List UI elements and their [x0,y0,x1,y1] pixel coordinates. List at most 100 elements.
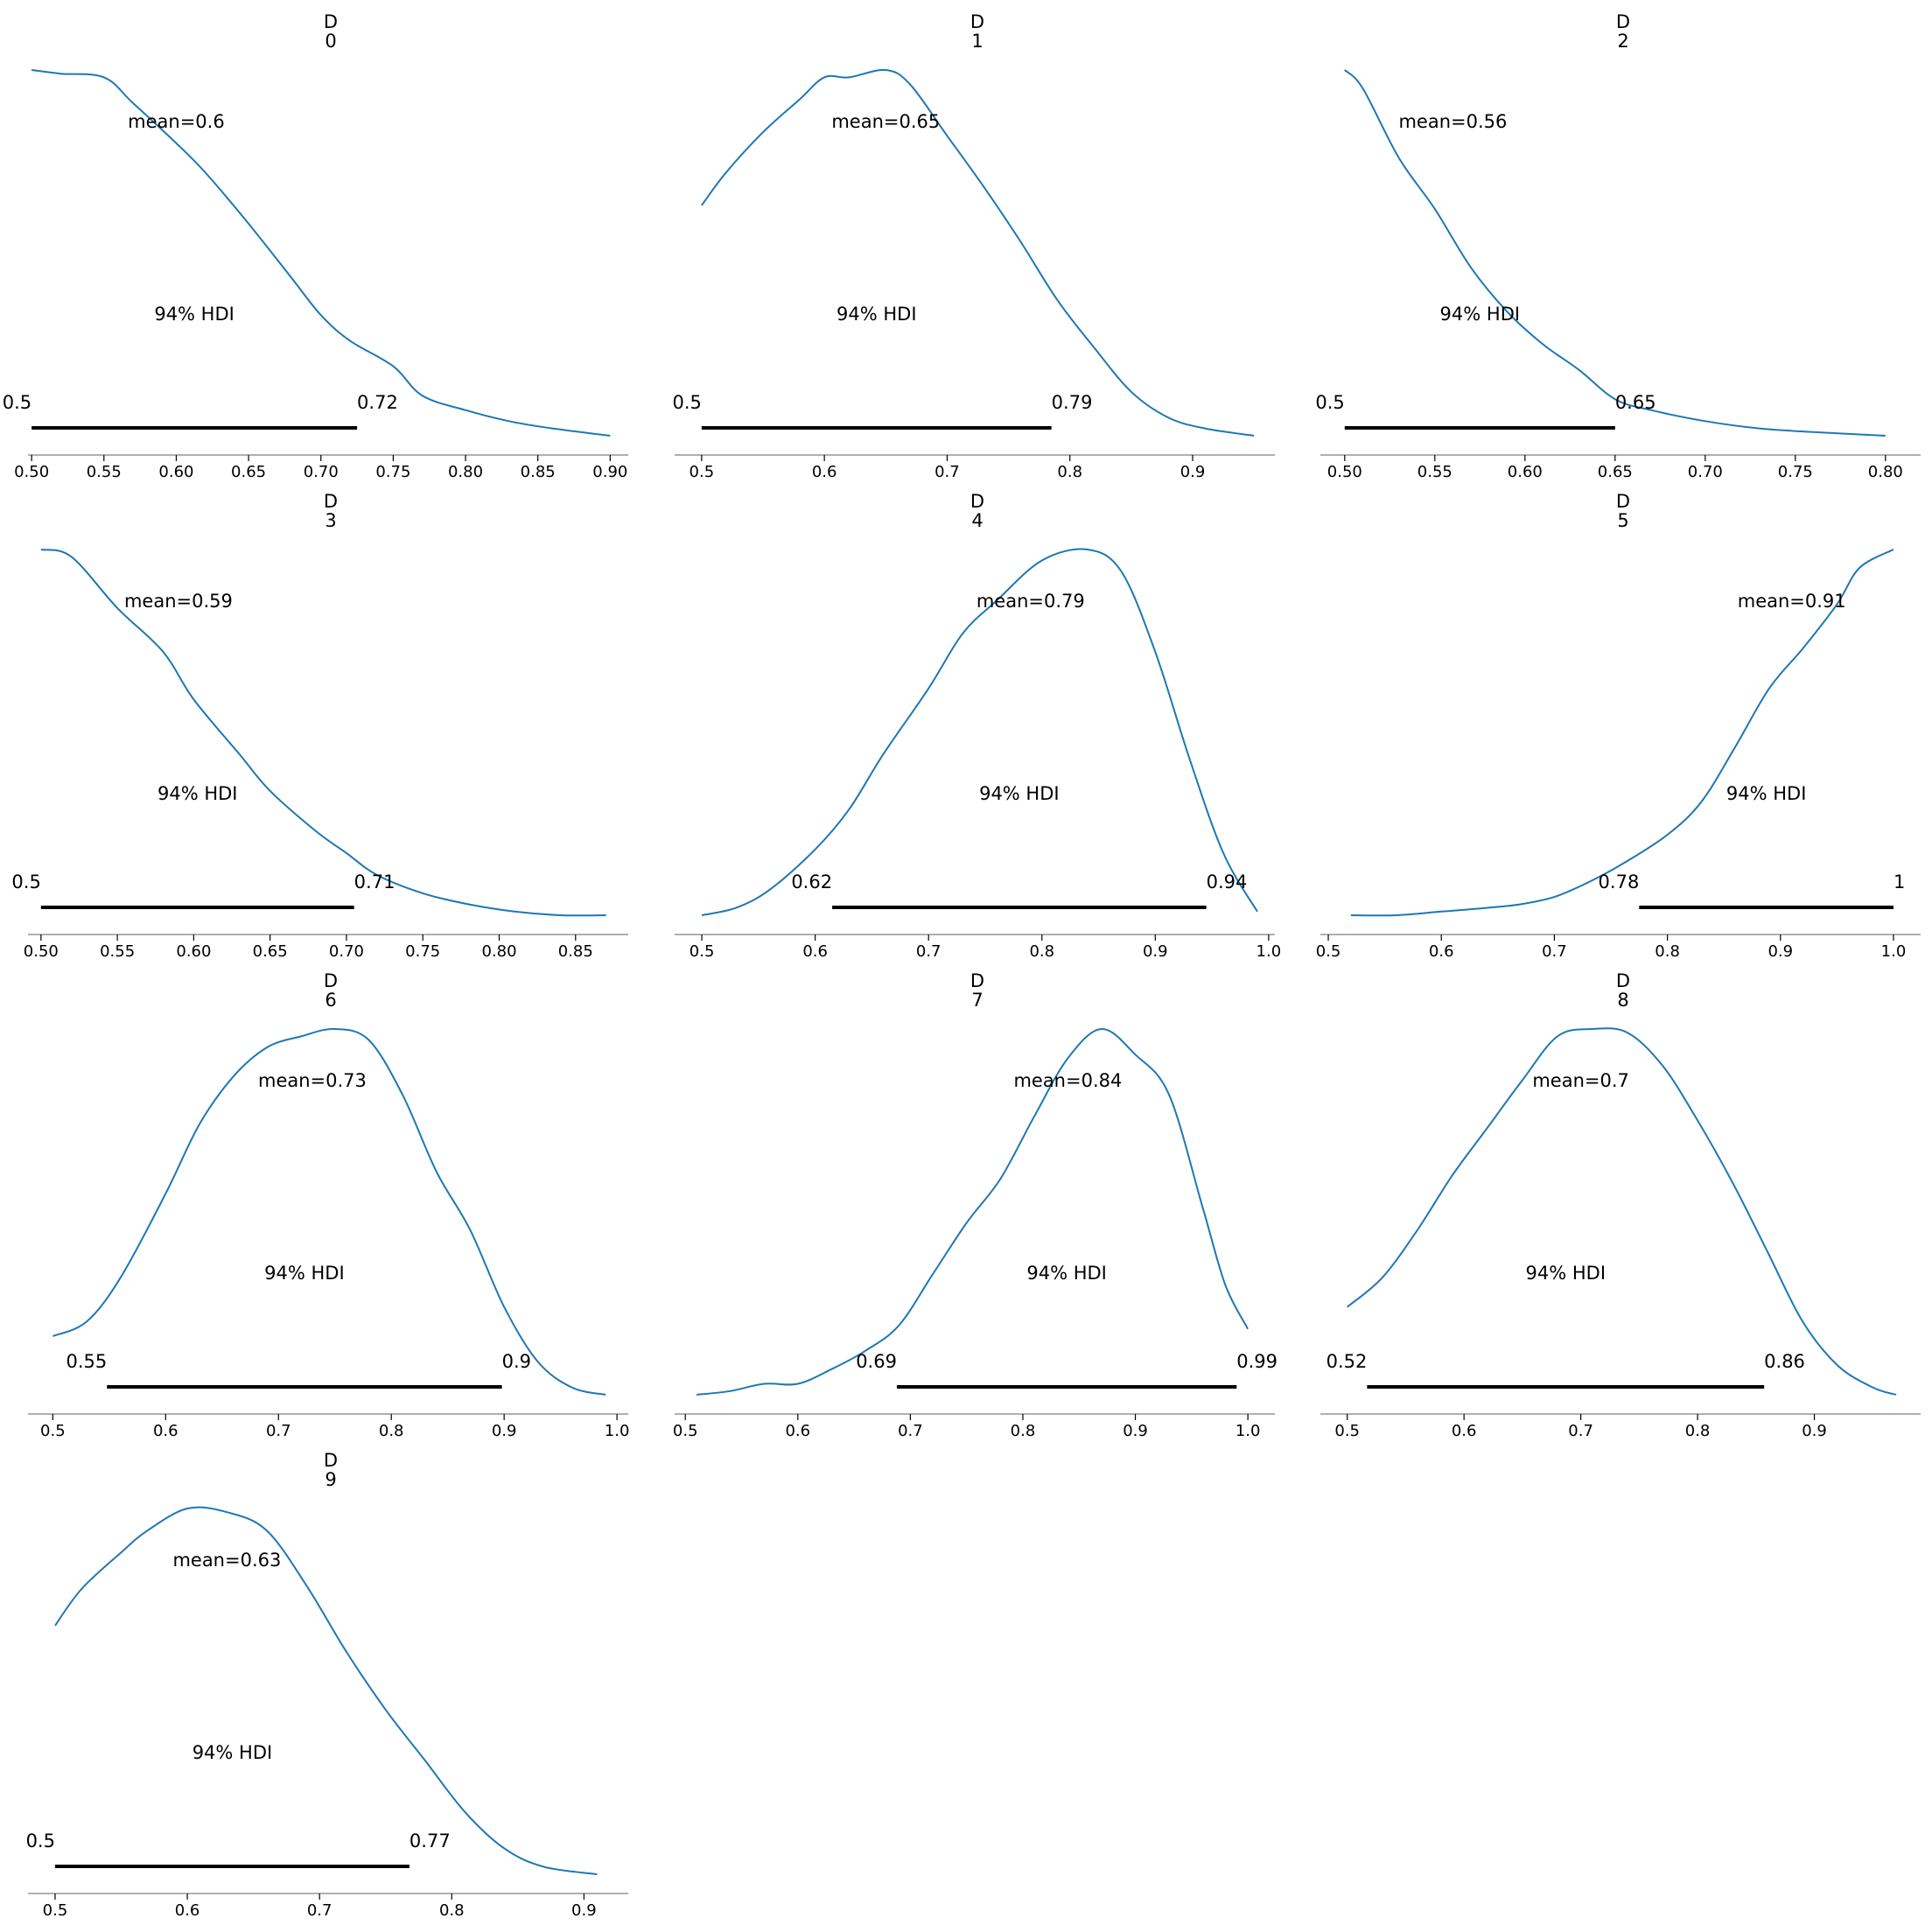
subplot-6: D6 mean=0.73 94% HDI 0.55 0.9 0.5 0.6 0.7 0.8 0.9… [28,970,629,1440]
x-tick-label: 0.9 [1123,1422,1148,1440]
subplot-title-line2: 1 [971,31,983,52]
hdi-high-label: 0.77 [410,1830,451,1852]
subplot-title-line1: D [324,1450,338,1471]
subplot-5: D5 mean=0.91 94% HDI 0.78 1 0.5 0.6 0.7 0.8 0.9 1.… [1316,491,1921,961]
x-tick-label: 0.60 [176,942,211,961]
hdi-label: 94% HDI [192,1742,273,1763]
x-tick-label: 0.9 [492,1422,517,1440]
subplot-9: D9 mean=0.63 94% HDI 0.5 0.77 0.5 0.6 0.7 0.8 0.9 [26,1450,628,1920]
hdi-low-label: 0.5 [3,392,32,413]
x-tick-label: 0.9 [571,1901,597,1920]
subplot-7: D7 mean=0.84 94% HDI 0.69 0.99 0.5 0.6 0.7 0.8 0.… [673,970,1278,1440]
x-tick-label: 0.8 [1029,942,1054,961]
mean-label: mean=0.56 [1398,111,1507,132]
x-tick-label: 0.85 [521,463,556,481]
x-tick-label: 0.80 [1868,463,1903,481]
hdi-low-label: 0.5 [26,1830,55,1852]
x-tick-label: 0.9 [1802,1422,1827,1440]
mean-label: mean=0.84 [1013,1070,1122,1091]
density-curve [52,1027,606,1396]
hdi-label: 94% HDI [1526,1263,1606,1284]
subplot-title-line1: D [970,11,984,32]
density-curve [1347,1027,1897,1396]
subplot-title-line2: 4 [971,510,983,531]
x-tick-label: 0.50 [1327,463,1362,481]
hdi-low-label: 0.5 [11,872,40,892]
x-tick-label: 0.7 [916,942,942,961]
x-tick-label: 0.9 [1180,463,1206,481]
x-tick-label: 0.55 [87,463,122,481]
x-tick-label: 0.50 [14,463,49,481]
subplot-title-line2: 9 [325,1469,336,1490]
hdi-high-label: 0.86 [1764,1351,1805,1372]
hdi-label: 94% HDI [979,783,1060,804]
hdi-high-label: 0.72 [357,392,398,413]
subplot-title-line1: D [970,970,984,991]
density-curve [701,548,1258,916]
x-tick-label: 0.70 [329,942,364,961]
x-tick-label: 0.5 [690,463,715,481]
hdi-low-label: 0.52 [1326,1351,1368,1372]
x-tick-label: 0.8 [439,1901,465,1920]
mean-label: mean=0.73 [258,1070,367,1091]
x-tick-label: 0.6 [153,1422,178,1440]
hdi-label: 94% HDI [1726,783,1807,804]
hdi-low-label: 0.62 [791,872,832,892]
subplot-title-line1: D [1616,970,1630,991]
x-tick-label: 1.0 [1881,942,1907,961]
subplot-1: D1 mean=0.65 94% HDI 0.5 0.79 0.5 0.6 0.7 0.8 0.9 [672,11,1275,481]
x-tick-label: 0.60 [1508,463,1543,481]
density-curve [701,68,1255,437]
x-tick-label: 0.7 [1568,1422,1593,1440]
x-tick-label: 0.6 [785,1422,810,1440]
hdi-high-label: 1 [1894,872,1905,892]
x-tick-label: 0.65 [1598,463,1633,481]
hdi-low-label: 0.55 [66,1351,107,1372]
x-tick-label: 0.9 [1768,942,1793,961]
x-tick-label: 0.8 [1655,942,1680,961]
x-tick-label: 0.5 [1334,1422,1360,1440]
x-tick-label: 0.5 [1316,942,1341,961]
hdi-low-label: 0.5 [1315,392,1344,413]
x-tick-label: 0.6 [1429,942,1454,961]
subplot-4: D4 mean=0.79 94% HDI 0.62 0.94 0.5 0.6 0.7 0.8 0.… [675,491,1281,961]
x-tick-label: 0.70 [1688,463,1723,481]
subplot-title-line2: 5 [1617,510,1628,531]
x-tick-label: 0.75 [1778,463,1813,481]
hdi-high-label: 0.65 [1615,392,1656,413]
x-tick-label: 1.0 [605,1422,630,1440]
density-curve [40,549,606,917]
x-tick-label: 0.50 [24,942,59,961]
x-tick-label: 0.6 [812,463,837,481]
x-tick-label: 0.85 [558,942,593,961]
x-tick-label: 1.0 [1236,1422,1261,1440]
x-tick-label: 0.65 [231,463,266,481]
subplot-8: D8 mean=0.7 94% HDI 0.52 0.86 0.5 0.6 0.7 0.8 0.9 [1320,970,1921,1440]
hdi-high-label: 0.94 [1207,872,1248,892]
x-tick-label: 0.75 [375,463,410,481]
hdi-high-label: 0.79 [1052,392,1093,413]
x-tick-label: 0.90 [592,463,627,481]
density-curve [1344,69,1886,437]
mean-label: mean=0.59 [124,591,233,612]
subplot-title-line2: 2 [1617,31,1628,52]
subplot-2: D2 mean=0.56 94% HDI 0.5 0.65 0.50 0.55 0.60 0.6… [1315,11,1921,481]
hdi-label: 94% HDI [1440,304,1521,325]
mean-label: mean=0.79 [976,591,1085,612]
x-tick-label: 0.5 [40,1422,66,1440]
hdi-high-label: 0.71 [354,872,396,892]
x-tick-label: 0.5 [43,1901,68,1920]
x-tick-label: 0.8 [1011,1422,1036,1440]
x-tick-label: 0.7 [898,1422,923,1440]
x-tick-label: 0.55 [1418,463,1452,481]
hdi-high-label: 0.99 [1236,1351,1278,1372]
subplot-title-line1: D [970,491,984,512]
mean-label: mean=0.65 [831,111,940,132]
x-tick-label: 0.60 [158,463,193,481]
x-tick-label: 1.0 [1256,942,1282,961]
subplot-title-line2: 0 [325,31,336,52]
subplot-title-line2: 6 [325,990,336,1011]
x-tick-label: 0.80 [481,942,516,961]
subplot-3: D3 mean=0.59 94% HDI 0.5 0.71 0.50 0.55 0.60 0.6… [11,491,628,961]
